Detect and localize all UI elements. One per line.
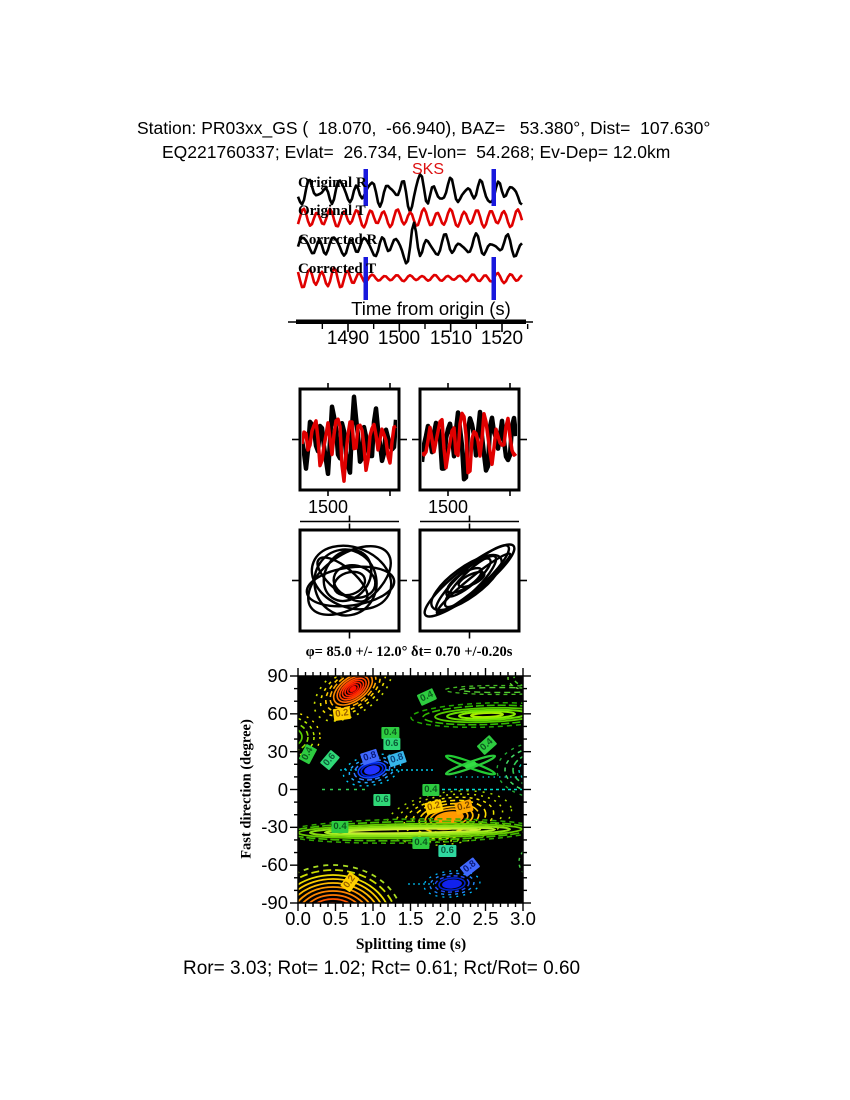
contour-ytick-label: 90	[267, 665, 288, 686]
time-axis-bar	[296, 319, 526, 324]
window2-tick-label: 1500	[427, 497, 469, 517]
contour-level-label: 0.4	[412, 836, 430, 849]
time-tick-1510: 1510	[429, 328, 473, 349]
contour-level-label: 0.4	[331, 821, 349, 834]
time-tick-1500: 1500	[377, 328, 421, 349]
contour-xtick-label: 2.5	[472, 908, 499, 929]
contour-level-label: 0.4	[381, 727, 399, 740]
contour-ytick-label: 0	[277, 778, 288, 800]
contour-xtick-label: 3.0	[510, 908, 536, 929]
trace-label-corrected-t: Corrected T	[298, 261, 377, 277]
time-tick-1490: 1490	[326, 328, 370, 349]
contour-level-label: 0.4	[422, 783, 440, 796]
trace-corrected-t	[296, 266, 523, 289]
particle-motion-original	[305, 544, 396, 617]
trace-label-original-r: Original R	[298, 175, 367, 191]
contour-xtick-label: 1.5	[397, 908, 424, 929]
contour-xtick-label: 0.5	[322, 908, 349, 929]
trace-label-corrected-r: Corrected R	[298, 232, 378, 248]
contour-level-label: 0.6	[438, 845, 456, 858]
contour-xtick-label: 0.0	[285, 908, 311, 929]
contour-level-label: 0.6	[373, 793, 391, 806]
trace-original-t	[296, 207, 524, 229]
particle-motion-corrected	[423, 543, 516, 618]
window1-t	[302, 417, 397, 483]
contour-xtick-label: 1.0	[360, 908, 386, 929]
contour-xtick-label: 2.0	[435, 908, 461, 929]
phase-pick-marker	[491, 169, 496, 206]
contour-ytick-label: -30	[261, 816, 288, 838]
stats-footer: Ror= 3.03; Rot= 1.02; Rct= 0.61; Rct/Rot…	[183, 958, 581, 979]
contour-level-label: 0.6	[383, 737, 401, 750]
time-axis-label: Time from origin (s)	[351, 298, 511, 319]
contour-ytick-label: 30	[267, 740, 288, 762]
trace-corrected-r	[296, 221, 523, 265]
phase-pick-marker	[363, 257, 368, 300]
contour-xlabel: Splitting time (s)	[355, 936, 467, 953]
phase-pick-marker	[363, 169, 368, 206]
phase-pick-marker	[491, 257, 496, 300]
phase-label-sks: SKS	[412, 161, 445, 178]
contour-ytick-label: -90	[261, 892, 288, 913]
contour-ytick-label: -60	[261, 854, 288, 876]
trace-label-original-t: Original T	[298, 203, 366, 219]
contour-art	[298, 676, 523, 903]
contour-ytick-label: 60	[267, 702, 288, 724]
window1-tick-label: 1500	[307, 497, 349, 517]
contour-title: φ= 85.0 +/- 12.0° δt= 0.70 +/-0.20s	[305, 644, 513, 660]
header-line2: EQ221760337; Evlat= 26.734, Ev-lon= 54.2…	[162, 142, 671, 162]
contour-level-label: 0.2	[332, 706, 352, 721]
header-line1: Station: PR03xx_GS ( 18.070, -66.940), B…	[137, 118, 711, 138]
window2-t	[422, 411, 517, 475]
time-tick-1520: 1520	[480, 328, 524, 349]
